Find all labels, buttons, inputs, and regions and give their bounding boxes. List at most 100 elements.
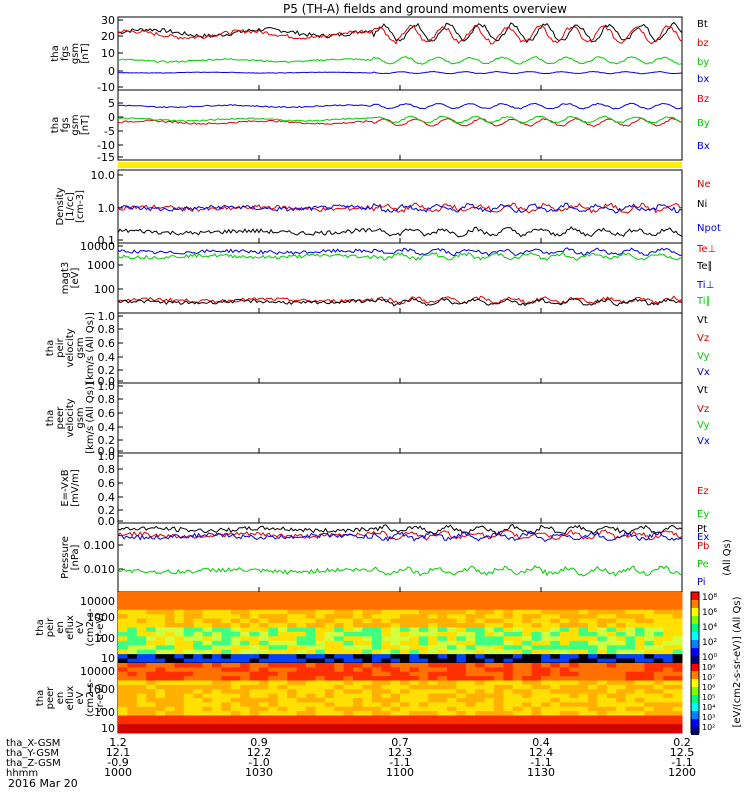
heatmap-cell — [653, 658, 664, 664]
heatmap-cell — [343, 592, 354, 597]
heatmap-cell — [155, 724, 166, 730]
heatmap-cell — [343, 667, 354, 673]
heatmap-cell — [343, 600, 354, 606]
heatmap-cell — [193, 645, 204, 651]
heatmap-cell — [672, 609, 683, 615]
heatmap-cell — [371, 724, 382, 730]
heatmap-cell — [230, 600, 241, 606]
heatmap-cell — [118, 618, 128, 624]
y-axis-label: thapeirenefluxeV(cm2-s-sr-eV) — [35, 608, 106, 646]
heatmap-cell — [315, 618, 326, 624]
heatmap-cell — [343, 728, 354, 734]
heatmap-cell — [390, 724, 401, 730]
heatmap-cell — [503, 663, 514, 668]
heatmap-cell — [183, 698, 194, 703]
heatmap-cell — [277, 719, 288, 725]
heatmap-cell — [635, 592, 645, 597]
heatmap-cell — [503, 680, 514, 686]
heatmap-cell — [625, 676, 636, 681]
heatmap-cell — [475, 645, 486, 651]
heatmap-cell — [343, 623, 354, 628]
heatmap-cell — [588, 715, 598, 721]
heatmap-cell — [522, 636, 533, 642]
heatmap-cell — [400, 636, 410, 642]
heatmap-cell — [465, 711, 476, 716]
heatmap-cell — [353, 592, 363, 597]
heatmap-cell — [362, 684, 373, 690]
heatmap-cell — [418, 689, 429, 695]
heatmap-cell — [315, 631, 326, 637]
heatmap-cell — [268, 667, 279, 673]
heatmap-cell — [606, 671, 617, 677]
orbit-value: -0.9 — [107, 756, 128, 769]
heatmap-cell — [578, 618, 589, 624]
heatmap-cell — [531, 631, 542, 637]
y-tick-label: 0.8 — [98, 323, 116, 336]
heatmap-cell — [230, 706, 241, 712]
heatmap-cell — [663, 663, 674, 668]
heatmap-cell — [653, 627, 664, 633]
heatmap-cell — [155, 592, 166, 597]
heatmap-cell — [465, 654, 476, 660]
heatmap-cell — [136, 711, 147, 716]
heatmap-cell — [653, 600, 664, 606]
y-tick-label: 1000 — [87, 683, 115, 696]
heatmap-cell — [409, 676, 420, 681]
heatmap-cell — [277, 605, 288, 611]
heatmap-cell — [353, 702, 363, 708]
heatmap-cell — [606, 658, 617, 664]
heatmap-cell — [653, 592, 664, 597]
panels: 3020100-10thafgsgsm[nT]Btbzbybx50-5-10-1… — [35, 14, 743, 735]
heatmap-cell — [409, 623, 420, 628]
heatmap-cell — [371, 715, 382, 721]
heatmap-cell — [306, 667, 316, 673]
heatmap-cell — [522, 645, 533, 651]
heatmap-cell — [569, 600, 580, 606]
heatmap-cell — [616, 600, 627, 606]
heatmap-cell — [362, 676, 373, 681]
heatmap-cell — [221, 618, 232, 624]
heatmap-cell — [381, 715, 392, 721]
orbit-value: 1.2 — [109, 736, 127, 749]
heatmap-cell — [437, 618, 448, 624]
heatmap-cell — [381, 667, 392, 673]
heatmap-cell — [531, 654, 542, 660]
heatmap-cell — [277, 592, 288, 597]
heatmap-cell — [663, 711, 674, 716]
heatmap-cell — [541, 702, 551, 708]
heatmap-cell — [127, 636, 138, 642]
heatmap-cell — [165, 636, 175, 642]
heatmap-cell — [390, 596, 401, 602]
heatmap-cell — [512, 689, 523, 695]
heatmap-cell — [437, 636, 448, 642]
heatmap-cell — [588, 706, 598, 712]
y-tick-label: 0.0 — [98, 445, 116, 458]
heatmap-cell — [400, 600, 410, 606]
heatmap-cell — [465, 649, 476, 655]
heatmap-cell — [249, 658, 260, 664]
heatmap-cell — [663, 698, 674, 703]
panel-peir_velocity: 1.00.80.60.40.20.0thapeirvelocitygsm[km/… — [45, 310, 710, 388]
heatmap-cell — [484, 614, 495, 620]
heatmap-cell — [625, 706, 636, 712]
heatmap-cell — [503, 698, 514, 703]
heatmap-cell — [597, 728, 608, 734]
heatmap-cell — [447, 605, 457, 611]
heatmap-cell — [371, 596, 382, 602]
heatmap-cell — [353, 663, 363, 668]
heatmap-cell — [212, 663, 222, 668]
heatmap-cell — [597, 600, 608, 606]
heatmap-cell — [362, 702, 373, 708]
heatmap-cell — [456, 623, 467, 628]
heatmap-cell — [240, 706, 251, 712]
heatmap-cell — [136, 702, 147, 708]
heatmap-cell — [362, 663, 373, 668]
heatmap-cell — [268, 671, 279, 677]
heatmap-cell — [418, 631, 429, 637]
heatmap-cell — [494, 702, 504, 708]
heatmap-cell — [127, 618, 138, 624]
heatmap-cell — [259, 658, 269, 664]
heatmap-cell — [531, 693, 542, 699]
heatmap-cell — [400, 618, 410, 624]
